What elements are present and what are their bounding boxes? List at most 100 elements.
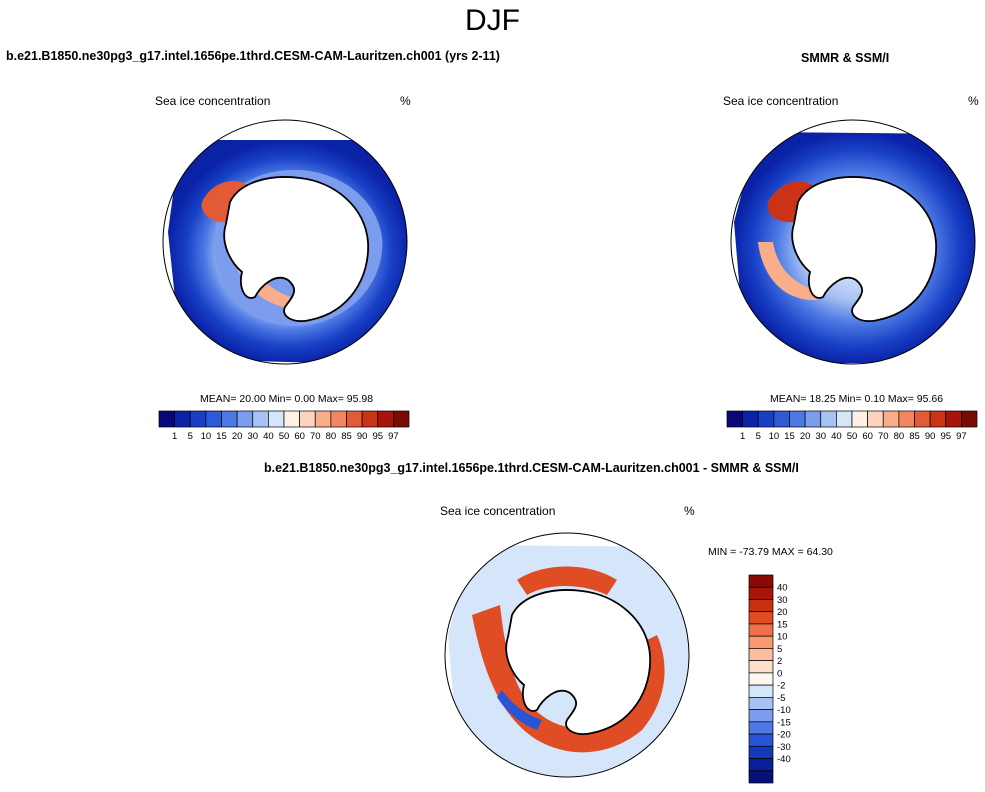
panel2-colorbar-swatch [804, 410, 822, 428]
panel3-colorbar-tick-label: 40 [777, 583, 788, 594]
panel1-colorbar-tick-label: 30 [247, 431, 258, 442]
panel3-colorbar-swatch [748, 660, 774, 674]
panel2-map [730, 119, 976, 365]
panel3-colorbar-tick-label: 15 [777, 619, 788, 630]
panel3-colorbar-tick-label: 10 [777, 632, 788, 643]
panel2-units: % [968, 94, 979, 108]
panel2-colorbar-swatch [726, 410, 743, 428]
panel1-colorbar-swatch [377, 410, 394, 428]
panel1-colorbar-tick-label: 20 [232, 431, 243, 442]
panel2-colorbar-swatch [836, 410, 853, 428]
panel3-colorbar-tick-label: 2 [777, 656, 782, 667]
panel2-colorbar-tick-label: 15 [784, 431, 795, 442]
panel2-colorbar-swatch [914, 410, 931, 428]
panel2-colorbar-tick-label: 80 [894, 431, 905, 442]
panel2-colorbar-swatch [773, 410, 790, 428]
panel3-colorbar-tick-label: 5 [777, 644, 782, 655]
panel2-colorbar-swatch [820, 410, 837, 428]
panel2-colorbar-swatch [945, 410, 962, 428]
panel2-colorbar-tick-label: 60 [862, 431, 873, 442]
panel2-colorbar-swatch [851, 410, 868, 428]
panel2-variable: Sea ice concentration [723, 94, 839, 108]
panel3-colorbar-tick-label: -2 [777, 681, 785, 692]
panel2-colorbar-tick-label: 90 [925, 431, 936, 442]
panel3-colorbar-tick-label: 20 [777, 607, 788, 618]
panel1-colorbar-swatch [299, 410, 316, 428]
panel3-colorbar-swatch [748, 574, 774, 588]
panel1-colorbar-swatch [221, 410, 238, 428]
panel3-colorbar-swatch [748, 745, 774, 759]
panel3-colorbar-tick-label: -15 [777, 717, 791, 728]
panel2-colorbar-tick-label: 1 [740, 431, 745, 442]
panel2-colorbar-tick-label: 85 [909, 431, 920, 442]
panel3-colorbar-swatch [748, 758, 774, 772]
panel1-colorbar-tick-label: 85 [341, 431, 352, 442]
panel2-map-border [730, 119, 976, 365]
panel1-colorbar-swatch [236, 410, 254, 428]
panel2-colorbar-tick-label: 20 [800, 431, 811, 442]
panel2-colorbar-swatch [742, 410, 759, 428]
panel1-colorbar: 1 5 10 15 20 30 40 50 60 70 80 85 90 95 97 [158, 410, 410, 442]
panel2-ross-ice [758, 242, 823, 301]
panel1-colorbar-swatch [330, 410, 347, 428]
panel3-antarctica [505, 589, 651, 735]
panel2-colorbar-swatch [789, 410, 806, 428]
panel2-colorbar-tick-label: 50 [847, 431, 858, 442]
panel1-stats: MEAN= 20.00 Min= 0.00 Max= 95.98 [200, 393, 374, 405]
panel2-colorbar-tick-label: 10 [769, 431, 780, 442]
panel1-colorbar-tick-label: 80 [326, 431, 337, 442]
panel2-colorbar-tick-label: 70 [878, 431, 889, 442]
panel1-colorbar-tick-label: 1 [172, 431, 177, 442]
panel2-colorbar-tick-label: 5 [756, 431, 761, 442]
panel1-colorbar-swatch [174, 410, 191, 428]
panel3-colorbar-swatch [748, 635, 774, 649]
panel3-stats: MIN = -73.79 MAX = 64.30 [708, 546, 833, 558]
panel2-colorbar-swatch [882, 410, 900, 428]
panel1-colorbar-swatch [283, 410, 300, 428]
panel2-title: SMMR & SSM/I [801, 51, 890, 65]
panel1-colorbar-tick-label: 40 [263, 431, 274, 442]
panel3-colorbar-swatch [748, 709, 774, 723]
panel2-colorbar-tick-label: 30 [815, 431, 826, 442]
panel3-colorbar-swatch [748, 586, 774, 600]
panel3-units: % [684, 504, 695, 518]
panel3-colorbar-swatch [748, 721, 774, 735]
panel3-title: b.e21.B1850.ne30pg3_g17.intel.1656pe.1th… [264, 461, 799, 475]
panel3-colorbar-swatch [748, 733, 774, 747]
panel1-colorbar-swatch [158, 410, 175, 428]
panel3-colorbar-tick-label: -20 [777, 730, 791, 741]
panel3-map [444, 532, 690, 778]
panel3-colorbar-swatch [748, 599, 774, 613]
panel2-colorbar-swatch [757, 410, 775, 428]
panel3-colorbar-tick-label: -5 [777, 693, 785, 704]
panel3-colorbar-tick-label: 0 [777, 668, 782, 679]
panel1-colorbar-swatch [393, 410, 410, 428]
panel1-colorbar-swatch [252, 410, 269, 428]
panel1-variable: Sea ice concentration [155, 94, 271, 108]
panel3-positive-north [517, 566, 617, 595]
panel1-units: % [400, 94, 411, 108]
panel1-colorbar-swatch [268, 410, 285, 428]
panel2-antarctica [791, 176, 937, 322]
panel2-colorbar: 1 5 10 15 20 30 40 50 60 70 80 85 90 95 97 [726, 410, 978, 442]
panel1-colorbar-tick-label: 10 [201, 431, 212, 442]
panel1-colorbar-tick-label: 70 [310, 431, 321, 442]
panel3-colorbar-swatch [748, 623, 774, 637]
panel1-colorbar-tick-label: 15 [216, 431, 227, 442]
main-title: DJF [465, 4, 520, 37]
panel2-colorbar-swatch [898, 410, 915, 428]
panel3-colorbar-tick-label: -10 [777, 705, 791, 716]
panel3-colorbar-tick-label: -40 [777, 754, 791, 765]
panel1-colorbar-swatch [346, 410, 363, 428]
panel1-colorbar-swatch [361, 410, 379, 428]
panel1-map-border [162, 119, 408, 365]
panel1-antarctica [223, 176, 369, 322]
panel1-colorbar-tick-label: 97 [388, 431, 399, 442]
panel3-colorbar-swatch [748, 611, 774, 625]
panel3-negative-ross [497, 690, 542, 730]
panel1-colorbar-tick-label: 95 [372, 431, 383, 442]
panel1-title: b.e21.B1850.ne30pg3_g17.intel.1656pe.1th… [6, 49, 500, 63]
panel3-variable: Sea ice concentration [440, 504, 556, 518]
panel2-colorbar-tick-label: 95 [940, 431, 951, 442]
